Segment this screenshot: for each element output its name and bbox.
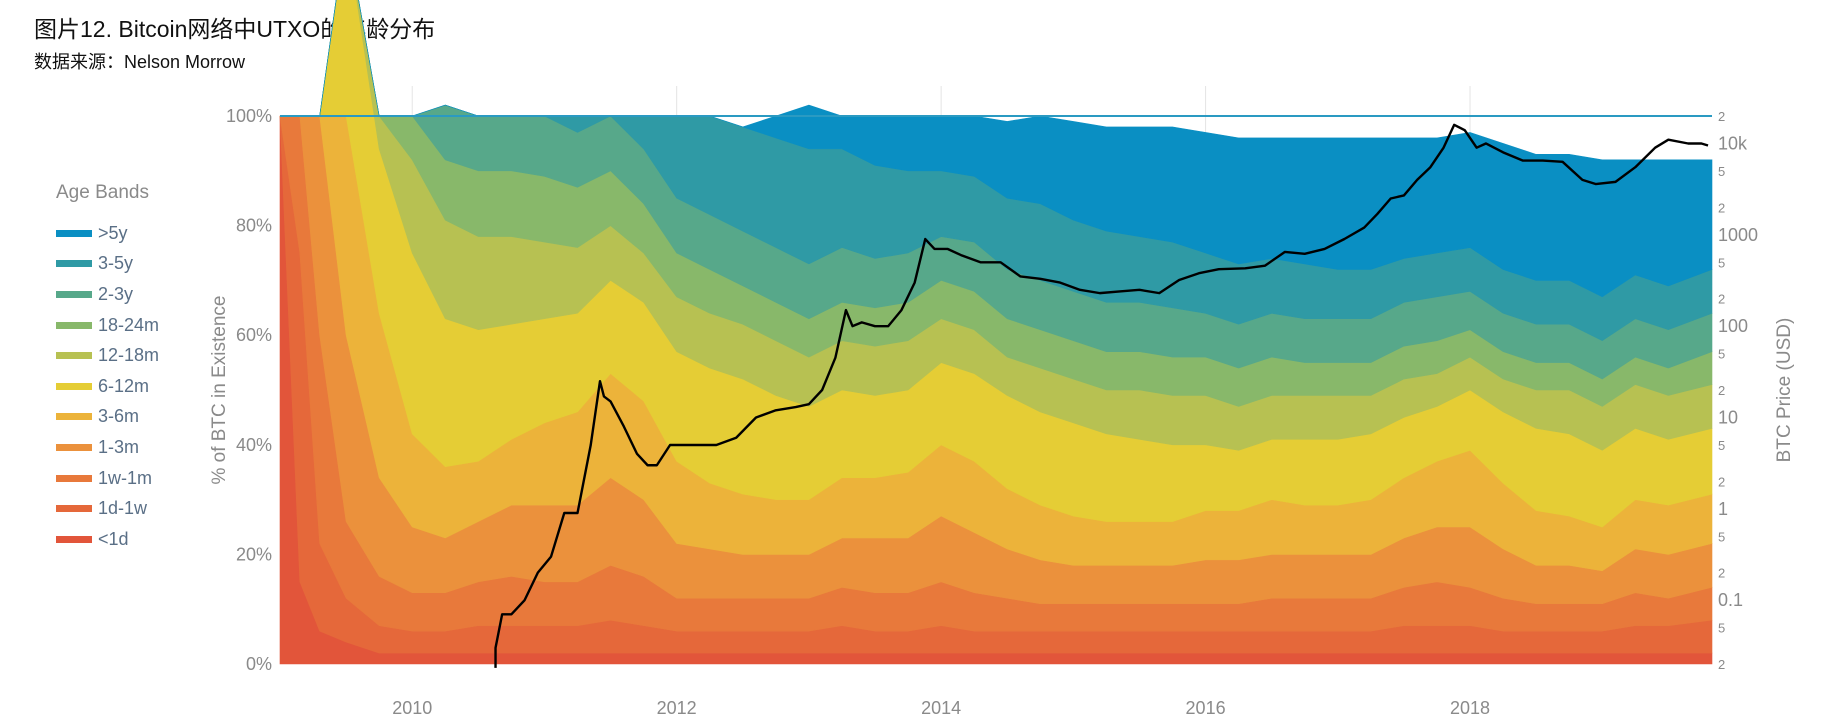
- legend-swatch: [56, 229, 92, 237]
- x-tick-label: 2012: [657, 698, 697, 718]
- y2-axis-title: BTC Price (USD): [1774, 318, 1795, 463]
- y2-minor-tick-label: 2: [1718, 566, 1725, 581]
- legend-label: 1-3m: [98, 436, 140, 457]
- y-tick-label: 40%: [236, 435, 272, 455]
- area-band-5y: [280, 0, 1713, 298]
- legend-item[interactable]: 1d-1w: [56, 493, 159, 524]
- y2-minor-tick-label: 2: [1718, 109, 1725, 124]
- legend-item[interactable]: 12-18m: [56, 340, 159, 371]
- legend-title: Age Bands: [56, 182, 149, 203]
- axes: 0% 20% 40% 60% 80% 100% 2010 2012 2014 2016 2018 0.…: [209, 106, 1795, 718]
- legend-swatch: [56, 474, 92, 482]
- y2-minor-tick-label: 5: [1718, 621, 1725, 636]
- stacked-areas: [279, 0, 1713, 665]
- y2-minor-tick-label: 2: [1718, 200, 1725, 215]
- y-tick-label: 20%: [236, 544, 272, 564]
- legend-item[interactable]: 2-3y: [56, 279, 159, 310]
- legend-label: 12-18m: [98, 345, 160, 366]
- price-line-group: [494, 123, 1709, 668]
- legend-label: >5y: [98, 222, 128, 243]
- y-axis-title: % of BTC in Existence: [209, 295, 230, 484]
- legend-swatch: [56, 260, 92, 268]
- legend-label: 6-12m: [98, 375, 150, 396]
- legend-swatch: [56, 352, 92, 360]
- y2-major-tick-label: 0.1: [1718, 590, 1743, 610]
- y2-minor-tick-label: 2: [1718, 383, 1725, 398]
- y2-minor-tick-label: 2: [1718, 292, 1725, 307]
- legend-label: 3-6m: [98, 406, 140, 427]
- legend-item[interactable]: 6-12m: [56, 371, 159, 402]
- legend-item[interactable]: 3-6m: [56, 402, 159, 433]
- legend-swatch: [56, 290, 92, 298]
- y2-minor-tick-label: 5: [1718, 255, 1725, 270]
- chart-source: 数据来源：Nelson Morrow: [34, 52, 246, 72]
- legend-label: 2-3y: [98, 283, 134, 304]
- legend-swatch: [56, 535, 92, 543]
- legend-item[interactable]: 1w-1m: [56, 463, 159, 494]
- y2-minor-tick-label: 2: [1718, 657, 1725, 672]
- legend-swatch: [56, 382, 92, 390]
- y2-minor-tick-label: 5: [1718, 164, 1725, 179]
- legend-swatch: [56, 413, 92, 421]
- y2-major-tick-label: 100: [1718, 316, 1748, 336]
- legend-item[interactable]: 1-3m: [56, 432, 159, 463]
- y2-major-tick-label: 1000: [1718, 225, 1758, 245]
- legend-swatch: [56, 505, 92, 513]
- chart-title: 图片12. Bitcoin网络中UTXO的年龄分布: [34, 16, 436, 42]
- legend-item[interactable]: 18-24m: [56, 310, 159, 341]
- x-tick-label: 2018: [1450, 698, 1490, 718]
- legend-item[interactable]: <1d: [56, 524, 159, 555]
- y-tick-label: 0%: [246, 654, 272, 674]
- legend-label: 3-5y: [98, 253, 134, 274]
- legend-item[interactable]: 3-5y: [56, 249, 159, 280]
- legend-item[interactable]: >5y: [56, 218, 159, 249]
- legend-label: <1d: [98, 528, 129, 549]
- y2-major-tick-label: 10: [1718, 407, 1738, 427]
- y-tick-label: 100%: [226, 106, 272, 126]
- legend-label: 1w-1m: [98, 467, 153, 488]
- legend-items: >5y 3-5y 2-3y 18-24m 12-18m 6-12m 3-6m 1-3m 1w-1…: [56, 218, 159, 555]
- legend-label: 1d-1w: [98, 498, 148, 519]
- btc-price-line: [494, 123, 1709, 668]
- x-tick-label: 2014: [921, 698, 961, 718]
- y2-minor-tick-label: 2: [1718, 474, 1725, 489]
- x-tick-label: 2016: [1186, 698, 1226, 718]
- y-tick-label: 60%: [236, 325, 272, 345]
- y2-minor-tick-label: 5: [1718, 529, 1725, 544]
- legend-swatch: [56, 443, 92, 451]
- legend: Age Bands >5y 3-5y 2-3y 18-24m 12-18m 6-12m 3-…: [56, 182, 159, 555]
- y2-minor-tick-label: 5: [1718, 438, 1725, 453]
- x-tick-label: 2010: [392, 698, 432, 718]
- legend-swatch: [56, 321, 92, 329]
- y2-major-tick-label: 1: [1718, 499, 1728, 519]
- y-tick-label: 80%: [236, 216, 272, 236]
- y2-minor-tick-label: 5: [1718, 347, 1725, 362]
- legend-label: 18-24m: [98, 314, 160, 335]
- y2-major-tick-label: 10k: [1718, 133, 1748, 153]
